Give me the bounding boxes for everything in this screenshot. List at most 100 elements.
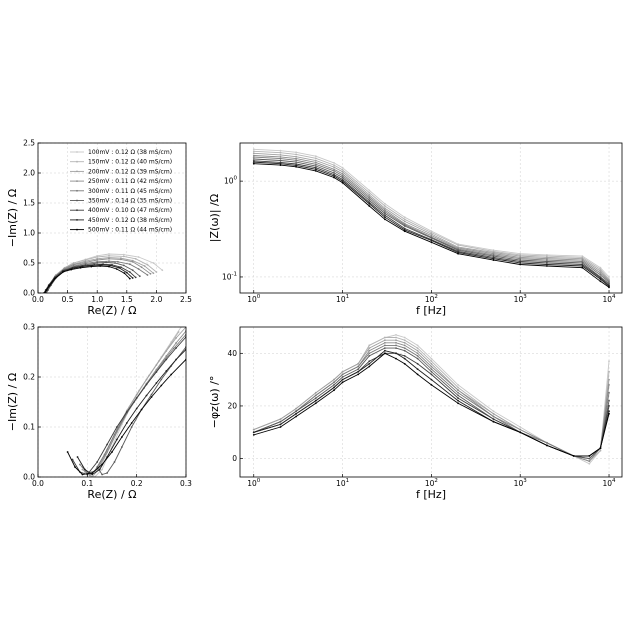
data-point bbox=[145, 383, 148, 386]
data-point bbox=[416, 344, 419, 347]
data-point bbox=[146, 263, 149, 266]
data-point bbox=[161, 269, 164, 272]
data-point bbox=[135, 407, 138, 410]
data-point bbox=[333, 166, 335, 169]
data-point bbox=[608, 410, 610, 413]
data-point bbox=[279, 423, 282, 426]
data-point bbox=[96, 466, 99, 468]
data-point bbox=[395, 334, 397, 336]
data-point bbox=[416, 362, 419, 365]
data-point bbox=[492, 256, 495, 259]
data-point bbox=[333, 172, 335, 174]
data-point bbox=[403, 357, 406, 360]
legend-entry: 250mV : 0.11 Ω (42 mS/cm) bbox=[88, 178, 172, 185]
data-point bbox=[155, 271, 158, 273]
data-point bbox=[81, 265, 84, 268]
data-point bbox=[314, 397, 317, 399]
data-point bbox=[492, 255, 495, 257]
data-point bbox=[45, 289, 48, 291]
data-point bbox=[608, 281, 610, 284]
data-point bbox=[572, 455, 575, 457]
nyquist-full-panel: 0.0 0.5 1.0 1.5 2.0 2.5 0.0 0.5 1.0 1.5 2.0 2.5 Re(Z… bbox=[6, 139, 192, 318]
data-point bbox=[333, 168, 335, 171]
data-point bbox=[172, 347, 175, 350]
data-point bbox=[252, 162, 255, 165]
data-point bbox=[252, 159, 255, 162]
data-point bbox=[519, 255, 522, 257]
data-point bbox=[314, 166, 317, 169]
data-point bbox=[395, 339, 397, 342]
data-point bbox=[608, 286, 610, 289]
legend-entry: 300mV : 0.11 Ω (45 mS/cm) bbox=[88, 188, 172, 195]
data-point bbox=[333, 162, 335, 164]
data-point bbox=[314, 399, 317, 402]
data-point bbox=[333, 173, 335, 176]
data-point bbox=[333, 384, 335, 386]
y-tick-label: 2.0 bbox=[23, 169, 35, 178]
data-point bbox=[177, 331, 180, 333]
axes-frame bbox=[37, 142, 187, 294]
data-point bbox=[599, 280, 602, 283]
data-point bbox=[160, 384, 163, 387]
data-point bbox=[492, 257, 495, 260]
data-point bbox=[341, 370, 344, 373]
legend-marker bbox=[76, 228, 78, 231]
data-point bbox=[416, 347, 419, 349]
data-point bbox=[295, 164, 297, 167]
data-point bbox=[403, 349, 406, 352]
x-tick-label: 102 bbox=[425, 294, 438, 304]
data-point bbox=[357, 368, 360, 370]
data-point bbox=[91, 472, 94, 474]
data-point bbox=[130, 422, 133, 424]
data-point bbox=[368, 355, 371, 357]
data-point bbox=[457, 386, 459, 389]
series-group bbox=[252, 148, 610, 289]
data-point bbox=[430, 241, 433, 244]
data-point bbox=[588, 460, 591, 463]
data-point bbox=[457, 394, 459, 397]
data-point bbox=[252, 154, 255, 157]
data-point bbox=[252, 434, 255, 436]
data-point bbox=[79, 266, 82, 269]
legend-entry: 150mV : 0.12 Ω (40 mS/cm) bbox=[88, 159, 172, 166]
data-point bbox=[109, 264, 112, 267]
data-point bbox=[106, 472, 108, 474]
data-point bbox=[170, 373, 173, 376]
data-point bbox=[295, 161, 297, 164]
data-point bbox=[279, 164, 282, 167]
y-tick-label: 2.5 bbox=[23, 139, 35, 148]
data-point bbox=[384, 212, 386, 215]
data-point bbox=[599, 449, 602, 452]
data-point bbox=[519, 259, 522, 261]
data-point bbox=[96, 256, 99, 258]
data-point bbox=[357, 365, 360, 368]
data-point bbox=[581, 265, 584, 267]
data-point bbox=[333, 381, 335, 384]
data-point bbox=[314, 402, 317, 405]
data-point bbox=[314, 391, 317, 394]
data-point bbox=[74, 466, 76, 468]
data-point bbox=[519, 428, 522, 431]
data-point bbox=[108, 253, 110, 255]
data-point bbox=[137, 256, 140, 258]
data-point bbox=[368, 352, 371, 355]
data-point bbox=[341, 169, 344, 171]
data-point bbox=[140, 266, 143, 269]
data-point bbox=[546, 259, 548, 261]
y-axis-label: −φz(ω) /° bbox=[208, 376, 221, 429]
data-point bbox=[98, 468, 101, 471]
data-point bbox=[357, 373, 360, 376]
data-point bbox=[384, 336, 386, 339]
data-point bbox=[341, 378, 344, 381]
data-point bbox=[314, 159, 317, 162]
y-tick-label: 0 bbox=[232, 454, 237, 463]
data-point bbox=[457, 402, 459, 405]
data-point bbox=[295, 155, 297, 158]
y-tick-label: 20 bbox=[227, 401, 237, 410]
x-tick-label: 2.5 bbox=[180, 295, 192, 304]
data-point bbox=[90, 265, 93, 268]
data-point bbox=[111, 451, 113, 453]
nyquist-zoom-panel: 0.0 0.1 0.2 0.3 0.0 0.1 0.2 0.3 Re(Z) / Ω −Im(Z) … bbox=[6, 323, 192, 502]
data-point bbox=[341, 180, 344, 183]
data-point bbox=[430, 237, 433, 239]
